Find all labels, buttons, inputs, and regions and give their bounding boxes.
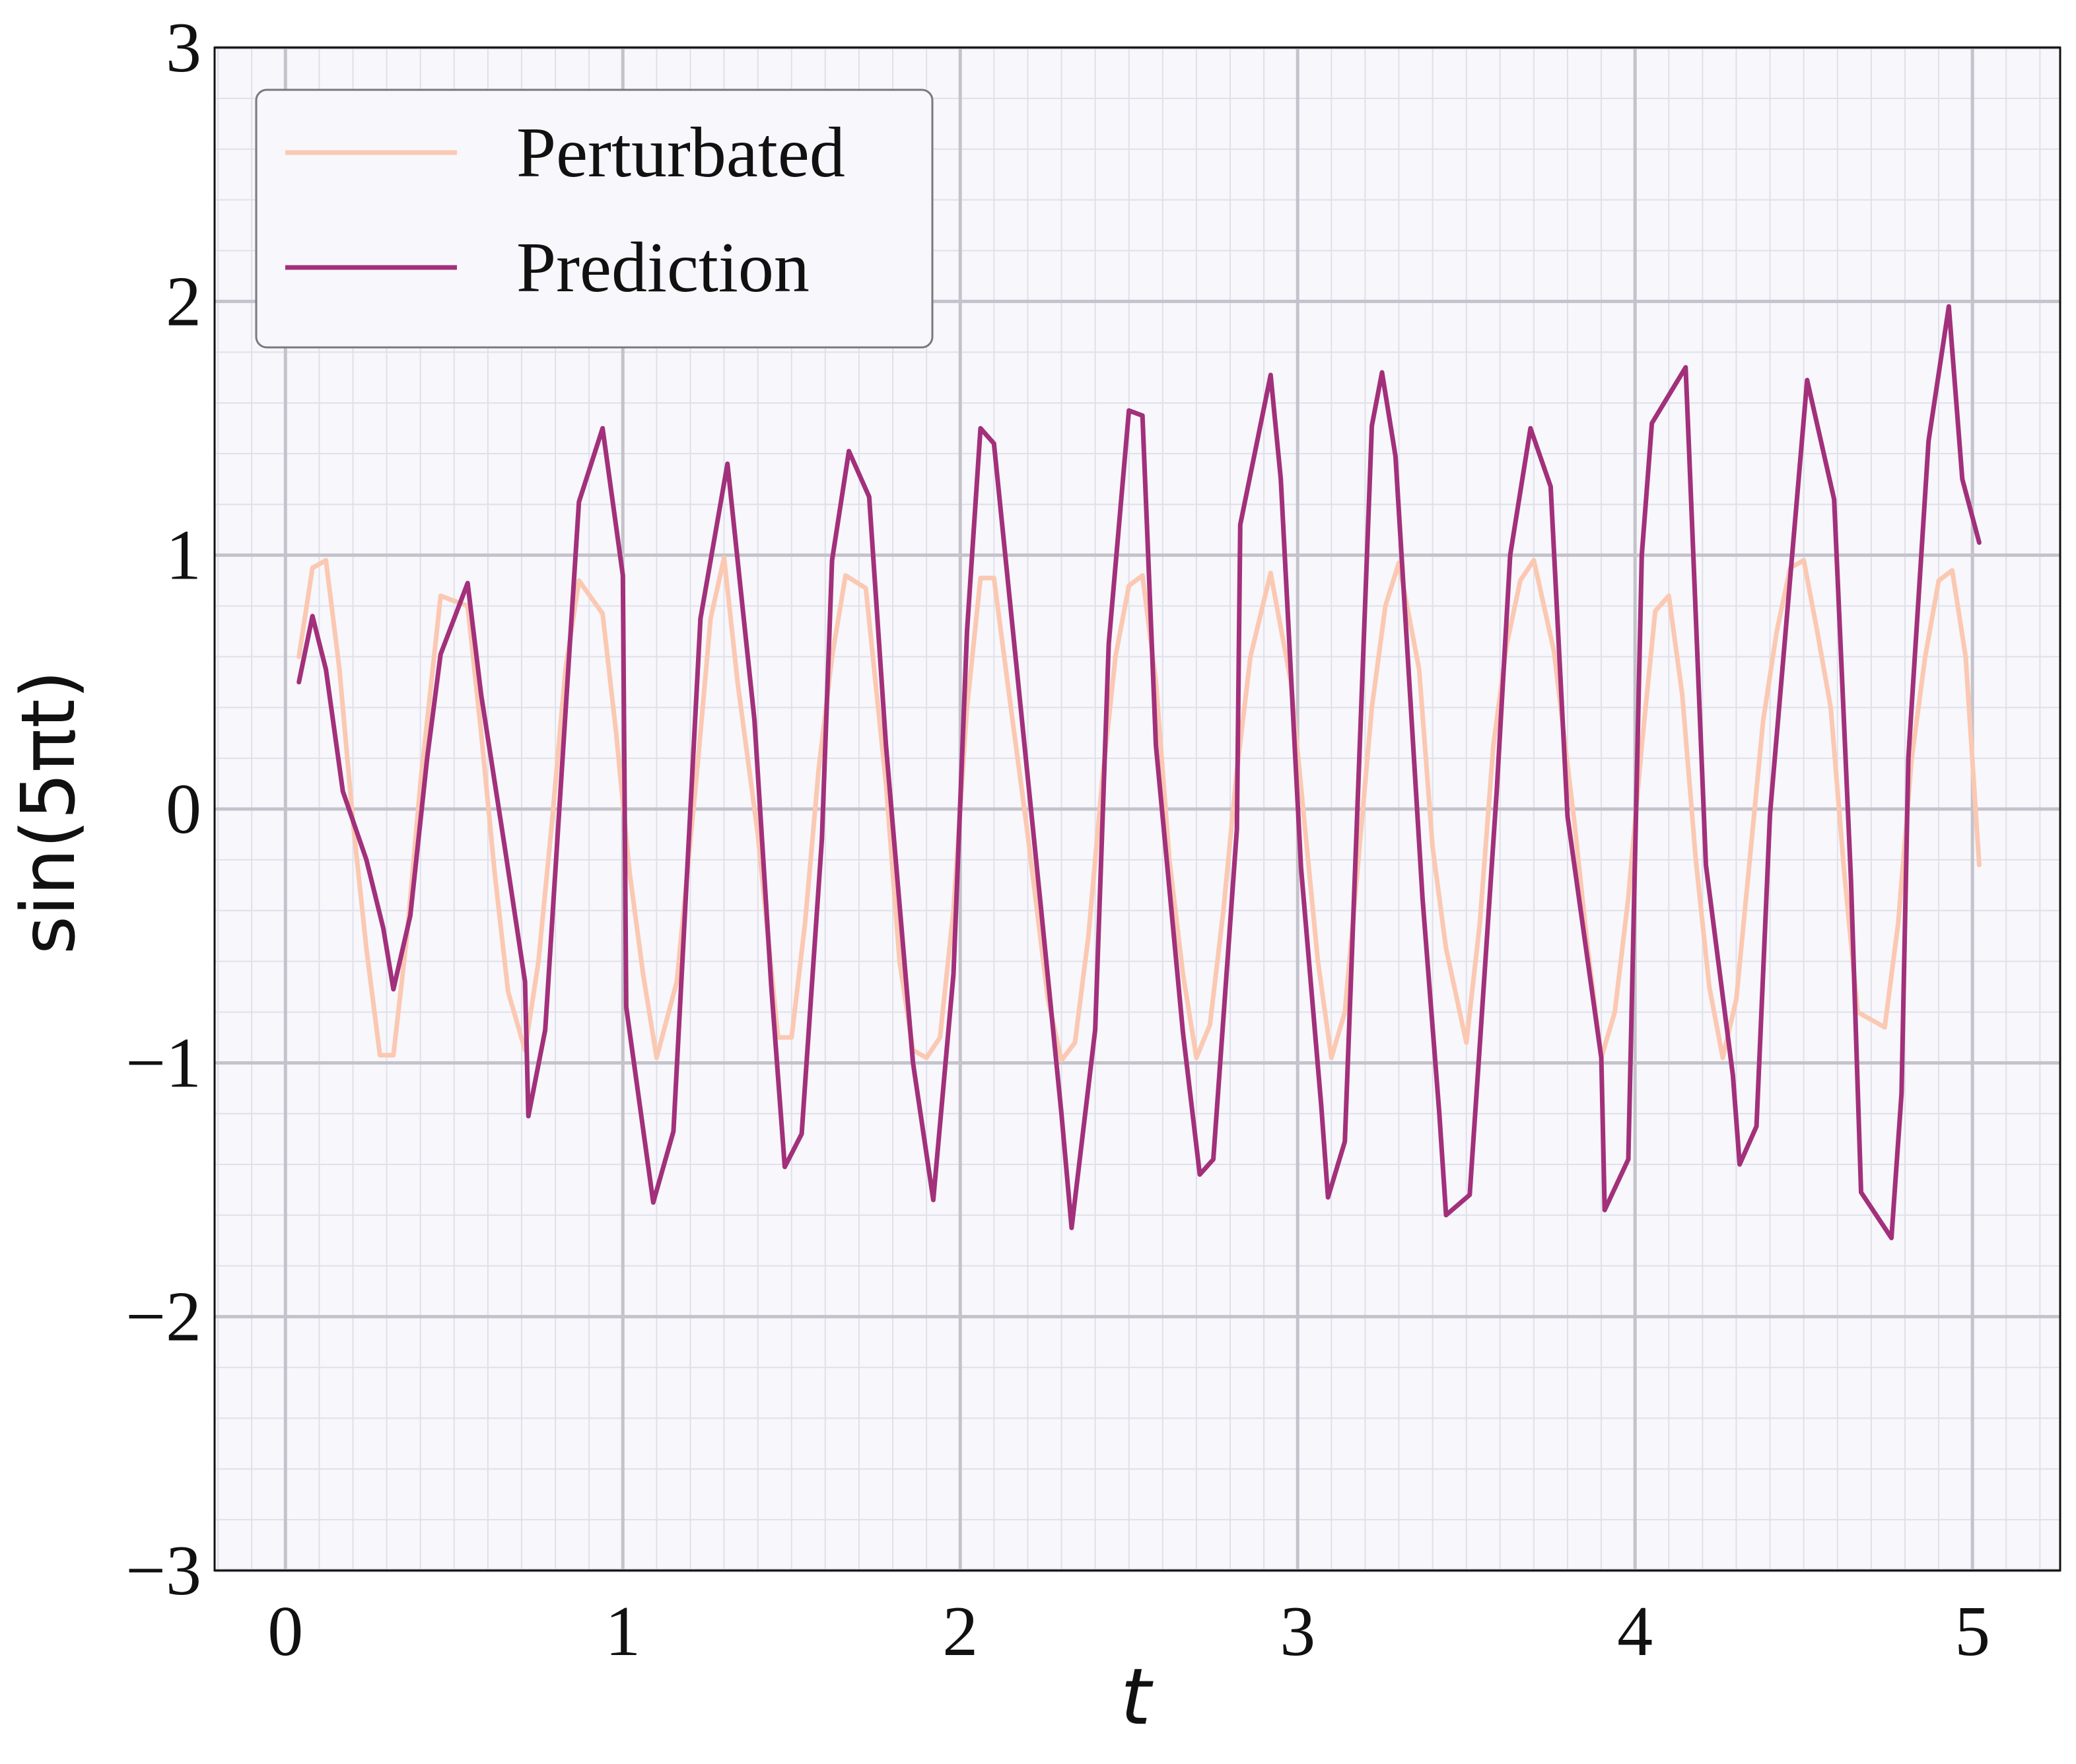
y-tick-label: −2: [125, 1278, 201, 1357]
x-tick-label: 1: [605, 1592, 640, 1671]
x-axis-label: t: [1121, 1651, 1154, 1742]
x-tick-label: 5: [1955, 1592, 1990, 1671]
plot-frame: [213, 46, 2061, 1572]
series-line-prediction: [296, 304, 1982, 1240]
y-tick-label: 2: [166, 262, 201, 341]
legend-label-prediction: Prediction: [516, 229, 810, 307]
series-lines: [296, 304, 1982, 1240]
legend: Perturbated Prediction: [255, 88, 934, 349]
y-tick-labels: −3 −2 −1 0 1 2 3: [125, 9, 201, 1610]
x-tick-label: 0: [267, 1592, 303, 1671]
x-tick-label: 4: [1617, 1592, 1653, 1671]
x-tick-labels: 0 1 2 3 4 5: [267, 1592, 1990, 1671]
y-tick-label: 3: [166, 9, 201, 87]
y-tick-label: −3: [125, 1532, 201, 1610]
y-tick-label: 1: [166, 516, 201, 595]
x-tick-label: 3: [1280, 1592, 1315, 1671]
axes-frame: [213, 46, 2061, 1572]
x-tick-label: 2: [942, 1592, 978, 1671]
y-tick-label: 0: [166, 770, 201, 849]
series-line-perturbated: [296, 555, 1982, 1063]
y-tick-label: −1: [125, 1024, 201, 1102]
legend-label-perturbated: Perturbated: [516, 114, 845, 192]
y-axis-label: sin(5πt): [6, 670, 92, 954]
